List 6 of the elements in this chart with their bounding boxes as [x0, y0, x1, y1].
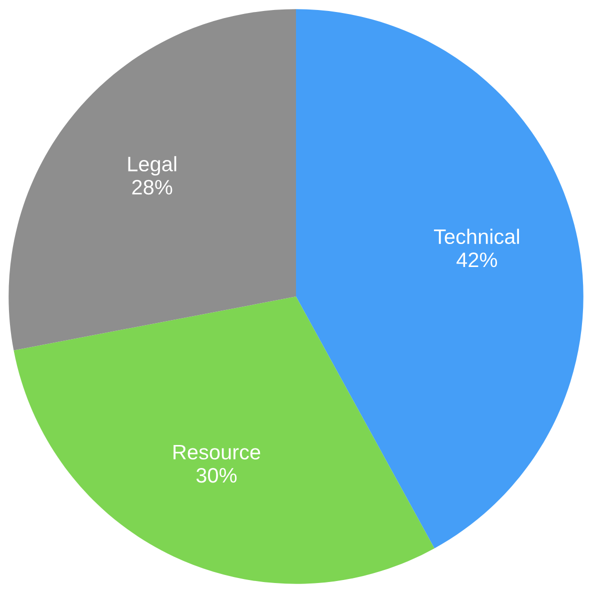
data-label: 30%	[196, 468, 237, 483]
slice-label: Resource	[174, 444, 260, 460]
data-label: 28%	[132, 180, 172, 195]
slice-label: Technical	[434, 228, 519, 244]
data-label: 42%	[456, 252, 498, 268]
slice-label: Legal	[128, 156, 176, 176]
